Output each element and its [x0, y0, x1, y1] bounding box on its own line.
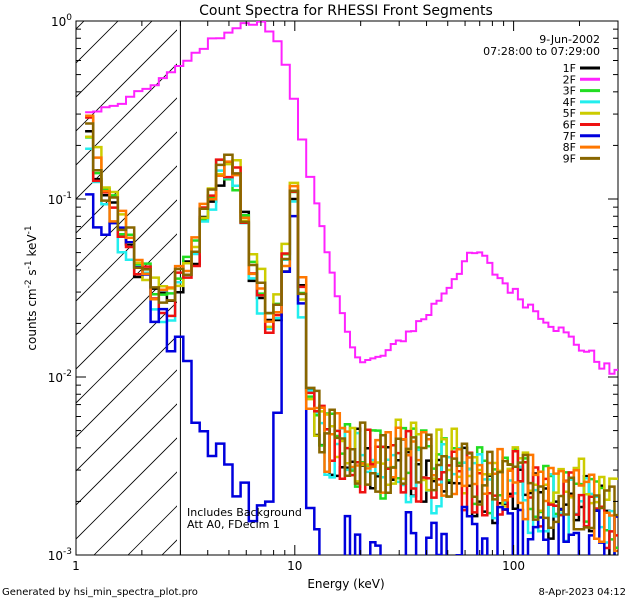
series-line-2F — [85, 21, 618, 375]
hatch-line — [76, 335, 177, 438]
legend-label-6F: 6F — [563, 119, 576, 132]
tick-labels: 1 10 100 10-3 10-2 10-1 100 — [48, 13, 525, 573]
info-time-range: 07:28:00 to 07:29:00 — [483, 45, 600, 58]
legend-label-4F: 4F — [563, 96, 576, 109]
footer-timestamp: 8-Apr-2023 04:12 — [539, 587, 626, 598]
y-label-part-2: s — [25, 269, 39, 279]
hatch-line — [76, 403, 177, 506]
series-lines — [85, 21, 618, 555]
x-axis-label: Energy (keV) — [307, 577, 384, 591]
info-date: 9-Jun-2002 — [539, 33, 600, 46]
legend-label-9F: 9F — [563, 152, 576, 165]
x-tick-label: 1 — [72, 559, 80, 573]
hatch-line — [76, 21, 119, 64]
y-label-part-3: -1 — [24, 260, 34, 269]
plot-frame — [75, 20, 619, 556]
note-attenuator: Att A0, FDecim 1 — [187, 518, 280, 531]
hatch-line — [76, 97, 177, 200]
legend-label-5F: 5F — [563, 107, 576, 120]
hatch-line — [76, 437, 177, 540]
y-label-part-5: -1 — [24, 225, 34, 234]
legend-label-2F: 2F — [563, 73, 576, 86]
axis-ticks — [75, 20, 619, 556]
series-line-7F — [85, 193, 618, 555]
hatch-line — [76, 369, 177, 472]
legend-label-1F: 1F — [563, 62, 576, 75]
hatch-line — [76, 199, 177, 302]
y-tick-label: 10-3 — [48, 547, 72, 563]
hatch-line — [76, 131, 177, 234]
y-axis-label: counts cm-2 s-1 keV-1 — [24, 225, 39, 350]
y-label-part-4: keV — [25, 234, 39, 261]
footer-generated-by: Generated by hsi_min_spectra_plot.pro — [2, 587, 198, 598]
series-line-9F — [85, 122, 618, 531]
hatch-line — [76, 29, 177, 132]
series-line-5F — [85, 135, 618, 512]
y-label-part-0: counts cm — [25, 288, 39, 350]
hatch-line — [76, 63, 177, 166]
legend-label-8F: 8F — [563, 141, 576, 154]
x-tick-label: 10 — [287, 559, 302, 573]
hatch-line — [76, 233, 177, 336]
chart-title: Count Spectra for RHESSI Front Segments — [199, 3, 493, 19]
legend-label-7F: 7F — [563, 130, 576, 143]
y-tick-label: 10-1 — [48, 191, 72, 207]
y-tick-label: 100 — [51, 13, 72, 29]
legend-label-3F: 3F — [563, 85, 576, 98]
x-tick-label: 100 — [502, 559, 525, 573]
y-label-part-1: -2 — [24, 279, 34, 288]
y-tick-label: 10-2 — [48, 369, 72, 385]
note-background: Includes Background — [187, 506, 302, 519]
